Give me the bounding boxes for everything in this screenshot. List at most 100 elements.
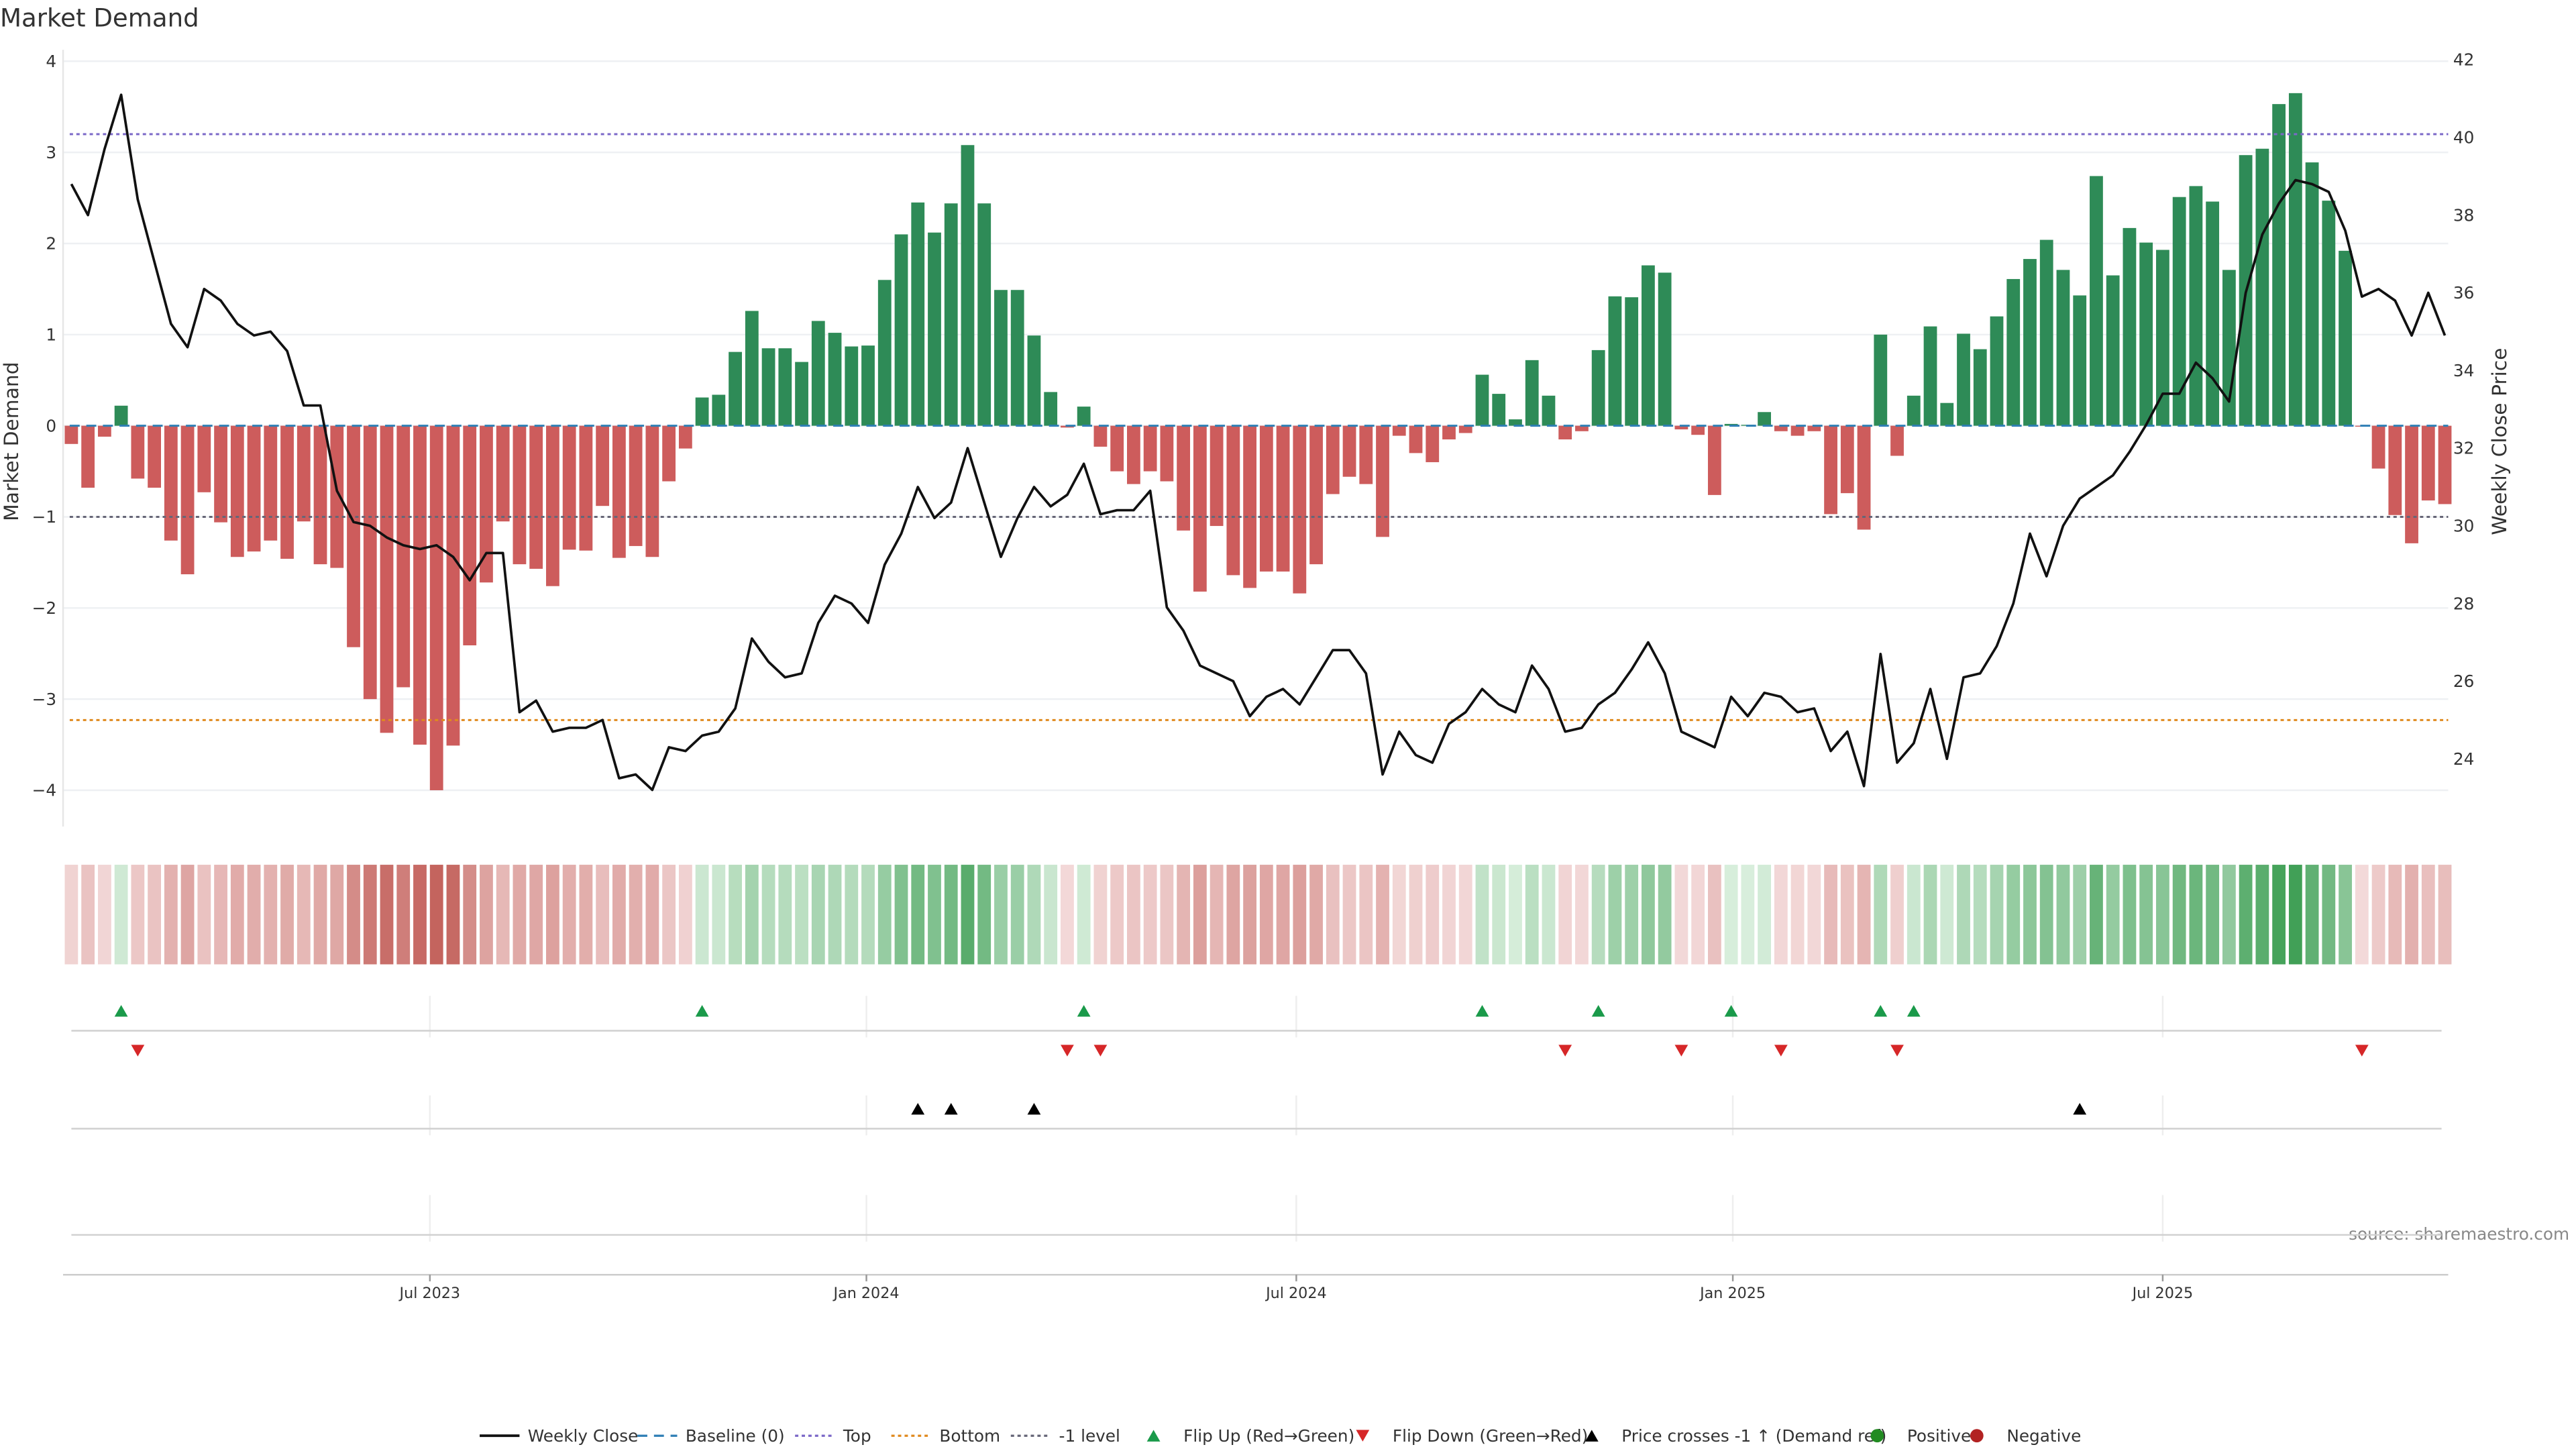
demand-heat-cell [1558, 865, 1572, 965]
y-tick-label: −1 [32, 507, 56, 527]
demand-bar [347, 425, 360, 647]
y-tick-label: −2 [32, 598, 56, 618]
demand-bar [1625, 297, 1639, 426]
legend-item: Negative [1970, 1426, 2081, 1446]
demand-bar [1093, 425, 1108, 447]
chart-title: Market Demand [0, 4, 199, 33]
demand-bar [114, 405, 128, 426]
demand-bar [496, 425, 510, 522]
demand-heat-cell [1525, 865, 1539, 965]
demand-bar [894, 234, 908, 426]
demand-heat-cell [911, 865, 925, 965]
legend-label: Top [843, 1426, 871, 1446]
demand-heat-cell [546, 865, 559, 965]
demand-bar [1143, 425, 1157, 472]
demand-heat-cell [961, 865, 975, 965]
demand-heat-cell [1127, 865, 1140, 965]
demand-heat-cell [695, 865, 709, 965]
demand-bar [1973, 349, 1987, 426]
demand-bar [380, 425, 394, 733]
demand-heat-cell [778, 865, 792, 965]
demand-bar [2255, 148, 2269, 426]
demand-bar [1509, 419, 1522, 426]
demand-heat-cell [994, 865, 1008, 965]
demand-bar [1160, 425, 1174, 482]
demand-bar [2388, 425, 2402, 515]
legend-item: Baseline (0) [637, 1426, 785, 1446]
x-tick-label: Jan 2025 [1699, 1285, 1766, 1302]
demand-bar [1044, 392, 1058, 426]
demand-heat-cell [230, 865, 244, 965]
price-cross-marker [911, 1103, 925, 1115]
demand-bar [1110, 425, 1124, 472]
demand-heat-cell [1243, 865, 1256, 965]
demand-bar [180, 425, 195, 575]
demand-bar [546, 425, 559, 586]
demand-bar [562, 425, 576, 550]
demand-heat-cell [579, 865, 593, 965]
demand-heat-cell [1160, 865, 1174, 965]
demand-heat-cell [2206, 865, 2220, 965]
demand-heat-cell [1790, 865, 1805, 965]
price-cross-marker [2073, 1103, 2087, 1115]
legend-label: -1 level [1059, 1426, 1120, 1446]
demand-heat-cell [463, 865, 477, 965]
legend-label: Flip Up (Red→Green) [1183, 1426, 1354, 1446]
demand-heat-cell [2339, 865, 2352, 965]
demand-bar [729, 352, 742, 426]
demand-heat-cell [2189, 865, 2203, 965]
demand-bar [1426, 425, 1440, 462]
y-tick-label: 0 [46, 416, 56, 435]
demand-bar [2405, 425, 2418, 543]
demand-heat-cell [1973, 865, 1987, 965]
demand-bar [2189, 186, 2203, 426]
demand-heat-cell [148, 865, 161, 965]
demand-bar [1642, 265, 1655, 426]
demand-heat-cell [2039, 865, 2053, 965]
demand-heat-cell [1658, 865, 1672, 965]
demand-bar [1259, 425, 1273, 572]
demand-heat-cell [114, 865, 128, 965]
y-axis-label: Market Demand [0, 362, 23, 521]
demand-bar [1475, 374, 1489, 426]
y-tick-label: −3 [32, 690, 56, 709]
demand-bar [529, 425, 543, 569]
flip-down-marker [1774, 1044, 1788, 1057]
flip-up-marker [1874, 1005, 1888, 1017]
demand-heat-cell [1674, 865, 1688, 965]
demand-heat-cell [1177, 865, 1191, 965]
y-tick-label: 2 [46, 234, 56, 254]
demand-heat-cell [2172, 865, 2186, 965]
demand-heat-cell [297, 865, 311, 965]
demand-heat-cell [612, 865, 626, 965]
flip-down-marker [1558, 1044, 1572, 1057]
legend-item: Top [795, 1426, 871, 1446]
demand-heat-cell [1027, 865, 1041, 965]
demand-bar [2106, 275, 2120, 426]
demand-heat-cell [1342, 865, 1356, 965]
demand-bar [247, 425, 261, 552]
demand-bar [1575, 425, 1589, 431]
demand-heat-cell [761, 865, 775, 965]
legend-positive-dot-icon [1870, 1429, 1884, 1443]
demand-bar [363, 425, 377, 700]
demand-heat-cell [2371, 865, 2385, 965]
demand-bar [1807, 425, 1821, 431]
demand-bar [1790, 425, 1805, 436]
legend-negative-dot-icon [1970, 1429, 1984, 1443]
y2-tick-label: 28 [2453, 594, 2474, 613]
demand-bar [2206, 201, 2220, 426]
price-cross-marker [1027, 1103, 1041, 1115]
demand-bar [2272, 104, 2286, 426]
legend-item: Positive [1870, 1426, 1971, 1446]
flip-down-marker [1890, 1044, 1904, 1057]
demand-bar [2172, 197, 2186, 426]
demand-bar [1674, 425, 1688, 430]
demand-bar [877, 280, 892, 426]
demand-bar [1990, 316, 2004, 426]
demand-heat-cell [828, 865, 842, 965]
demand-bar [1127, 425, 1140, 484]
demand-bar [579, 425, 593, 551]
demand-bar [297, 425, 311, 522]
demand-bar [1309, 425, 1323, 565]
